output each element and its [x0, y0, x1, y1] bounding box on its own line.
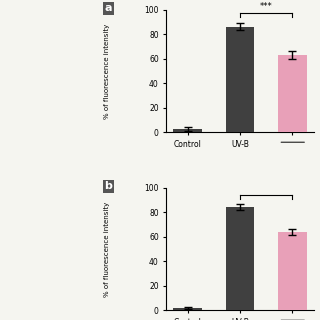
Y-axis label: % of fluorescence intensity: % of fluorescence intensity	[104, 23, 110, 119]
Text: ***: ***	[260, 3, 273, 12]
Y-axis label: % of fluorescence intensity: % of fluorescence intensity	[104, 201, 110, 297]
Bar	[173, 129, 202, 132]
Text: b: b	[105, 181, 112, 191]
Bar	[173, 308, 202, 310]
Bar	[226, 27, 254, 132]
Text: a: a	[105, 4, 112, 13]
Bar	[278, 232, 307, 310]
Bar	[278, 55, 307, 132]
Bar	[226, 207, 254, 310]
